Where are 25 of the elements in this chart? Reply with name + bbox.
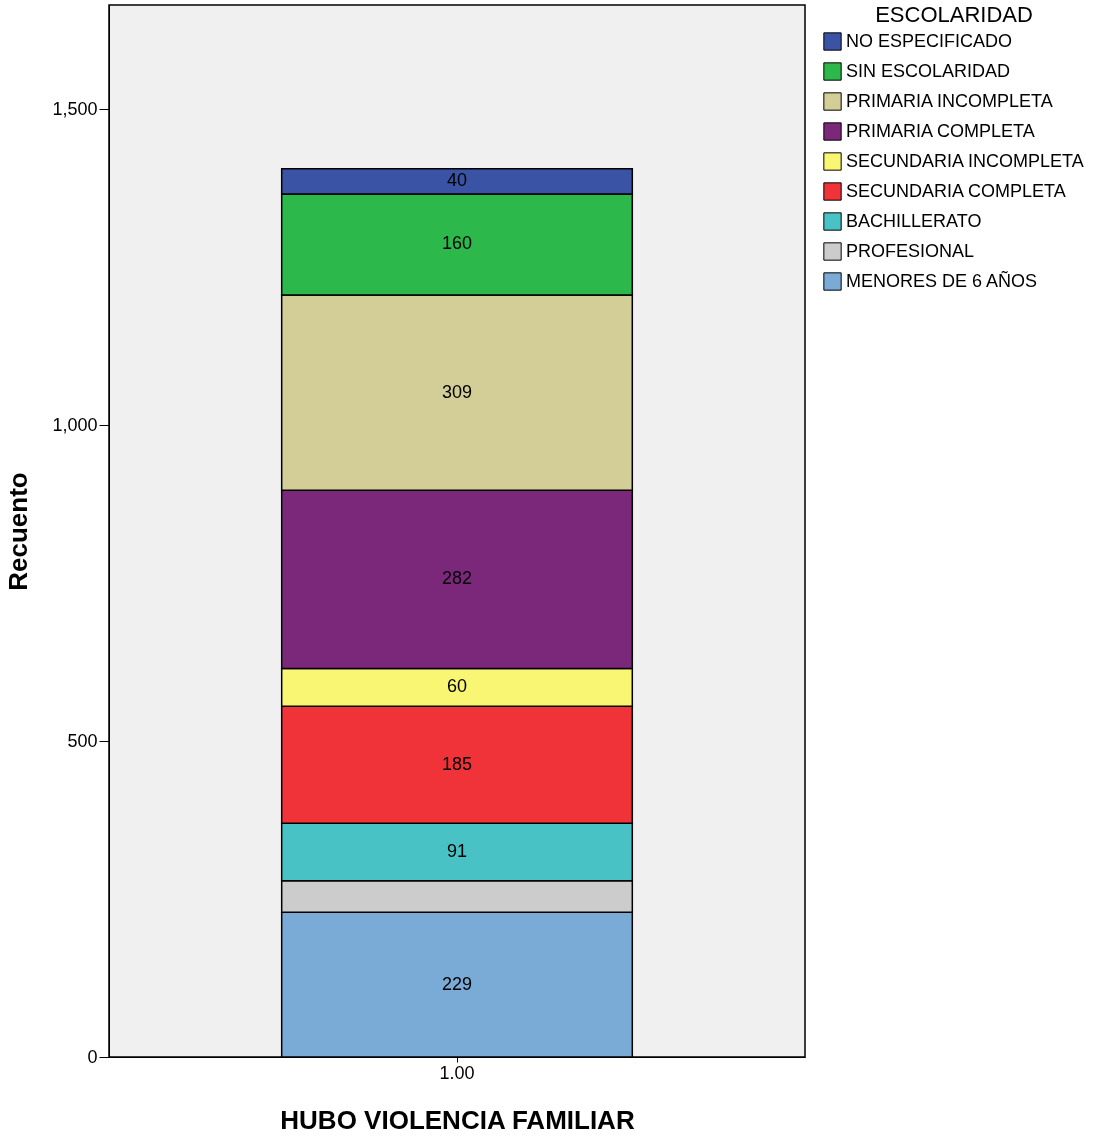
data-label: 40 bbox=[446, 170, 468, 191]
y-tick-label: 0 bbox=[87, 1046, 98, 1067]
data-label: 160 bbox=[441, 233, 473, 254]
legend-label: SECUNDARIA COMPLETA bbox=[846, 180, 1066, 201]
data-label: 60 bbox=[446, 676, 468, 697]
data-label: 282 bbox=[441, 568, 473, 589]
legend-label: PRIMARIA COMPLETA bbox=[846, 120, 1035, 141]
legend-label: SIN ESCOLARIDAD bbox=[846, 60, 1011, 81]
y-tick-label: 500 bbox=[67, 730, 98, 751]
y-tick-label: 1,000 bbox=[52, 414, 98, 435]
data-label: 91 bbox=[446, 840, 468, 861]
legend-label: PROFESIONAL bbox=[846, 240, 975, 261]
legend-title: ESCOLARIDAD bbox=[875, 2, 1033, 27]
y-tick-label: 1,500 bbox=[52, 98, 98, 119]
data-label: 309 bbox=[441, 381, 473, 402]
legend-label: PRIMARIA INCOMPLETA bbox=[846, 90, 1053, 111]
x-axis-title: HUBO VIOLENCIA FAMILIAR bbox=[280, 1104, 635, 1135]
legend-label: NO ESPECIFICADO bbox=[846, 30, 1013, 51]
x-tick-label: 1.00 bbox=[439, 1062, 475, 1083]
y-axis-title: Recuento bbox=[3, 472, 34, 591]
data-label: 185 bbox=[441, 753, 473, 774]
data-label: 229 bbox=[441, 973, 473, 994]
legend-label: SECUNDARIA INCOMPLETA bbox=[846, 150, 1084, 171]
legend-label: BACHILLERATO bbox=[846, 210, 982, 231]
legend-label: MENORES DE 6 AÑOS bbox=[846, 269, 1038, 291]
